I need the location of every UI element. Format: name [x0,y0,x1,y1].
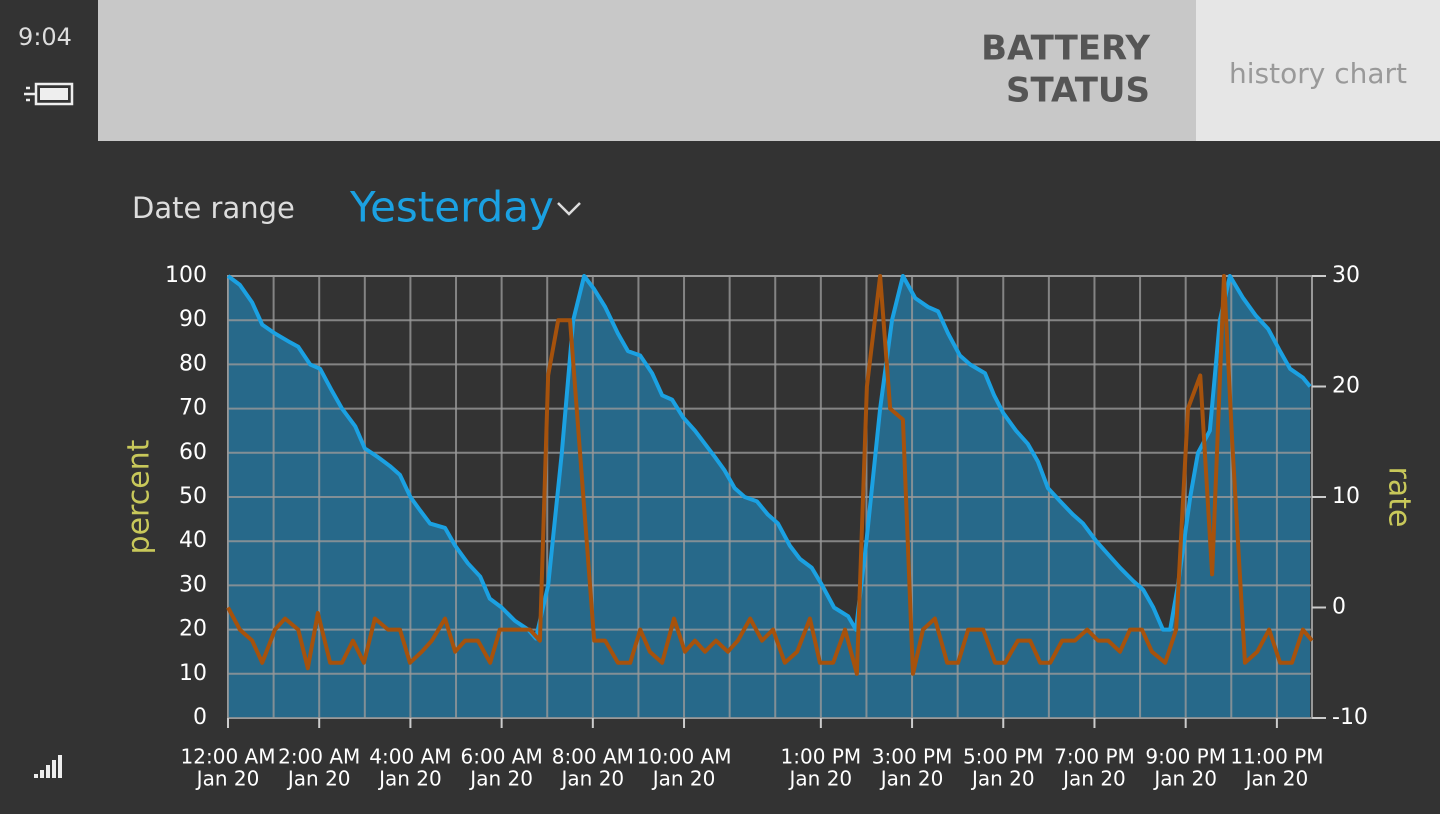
tab[interactable] [1196,0,1440,141]
x-tick-date: Jan 20 [377,767,442,791]
x-tick-date: Jan 20 [879,767,944,791]
y-tick-label: 50 [179,484,207,509]
x-tick-label: 3:00 PM [872,745,953,769]
chart: 0 10 20 30 40 50 60 70 80 90 100 -10 0 10 20 30 12:00 AM… [122,263,1417,791]
battery-icon [24,82,74,106]
x-tick-label: 5:00 PM [963,745,1044,769]
x-tick-label: 8:00 AM [552,745,634,769]
dropdown-chevron[interactable] [557,202,581,216]
x-tick-date: Jan 20 [468,767,533,791]
y-tick-label: 10 [179,661,207,686]
date-range-label: Date range [132,191,295,225]
x-tick-label: 1:00 PM [781,745,862,769]
x-tick-label: 9:00 PM [1145,745,1226,769]
x-tick-date: Jan 20 [286,767,351,791]
y-tick-label: 100 [165,263,207,288]
x-tick-date: Jan 20 [560,767,625,791]
y2-axis-label: rate [1382,467,1417,528]
signal-icon [34,755,62,778]
x-tick-label: 11:00 PM [1230,745,1323,769]
y2-tick-label: 10 [1332,484,1360,509]
y2-tick-label: -10 [1332,705,1368,730]
x-tick-label: 12:00 AM [181,745,276,769]
y2-tick-label: 30 [1332,263,1360,288]
y-tick-label: 40 [179,528,207,553]
clock: 9:04 [18,23,72,51]
x-tick-date: Jan 20 [1152,767,1217,791]
x-tick-label: 2:00 AM [278,745,360,769]
y-tick-label: 90 [179,307,207,332]
y-tick-label: 0 [193,705,207,730]
x-tick-label: 4:00 AM [369,745,451,769]
x-tick-date: Jan 20 [970,767,1035,791]
x-tick-date: Jan 20 [788,767,853,791]
x-tick-label: 7:00 PM [1054,745,1135,769]
y2-tick-label: 0 [1332,595,1346,620]
y-tick-label: 20 [179,617,207,642]
y-axis-label: percent [122,439,157,554]
x-tick-date: Jan 20 [195,767,260,791]
x-tick-date: Jan 20 [1244,767,1309,791]
y-tick-label: 30 [179,572,207,597]
x-tick-label: 6:00 AM [461,745,543,769]
x-tick-date: Jan 20 [1061,767,1126,791]
header-title: BATTERY [981,29,1150,69]
date-range-value[interactable]: Yesterday [349,183,554,232]
y-tick-label: 80 [179,351,207,376]
header-title: STATUS [1006,71,1150,111]
tab-label[interactable]: history chart [1229,57,1407,90]
x-tick-date: Jan 20 [651,767,716,791]
y-tick-label: 70 [179,396,207,421]
y-tick-label: 60 [179,440,207,465]
y2-tick-label: 20 [1332,374,1360,399]
x-tick-label: 10:00 AM [637,745,732,769]
header-bar [98,0,1196,141]
series-line [226,274,1312,641]
series-line [226,274,1314,676]
